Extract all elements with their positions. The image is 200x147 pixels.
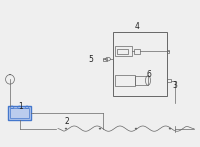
Circle shape — [65, 128, 67, 130]
Bar — [10, 108, 29, 118]
Circle shape — [135, 128, 137, 130]
Text: 1: 1 — [19, 102, 23, 111]
Circle shape — [169, 128, 171, 130]
Text: 3: 3 — [173, 81, 177, 90]
Text: 6: 6 — [147, 70, 151, 80]
Bar — [134, 49, 140, 54]
Text: 4: 4 — [135, 22, 139, 31]
Bar — [167, 50, 169, 53]
Bar — [167, 79, 171, 82]
Bar — [115, 75, 135, 86]
Bar — [8, 106, 31, 120]
Bar — [115, 46, 132, 56]
Bar — [113, 32, 167, 96]
Bar — [135, 76, 148, 85]
Bar — [117, 49, 128, 54]
Text: 5: 5 — [89, 55, 93, 64]
Circle shape — [99, 128, 101, 130]
Bar — [103, 58, 107, 61]
Text: 2: 2 — [65, 117, 69, 126]
